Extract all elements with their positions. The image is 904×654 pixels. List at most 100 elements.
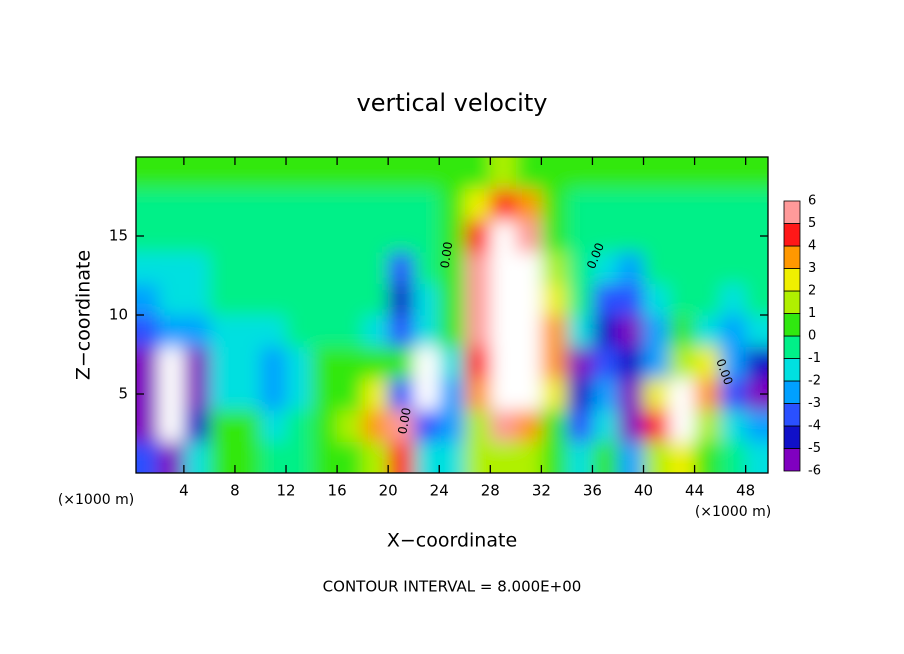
field-cell [388,346,415,379]
field-cell [260,220,287,253]
field-cell [209,157,236,190]
field-cell [490,251,517,284]
field-cell [439,346,466,379]
field-cell [362,188,389,221]
colorbar-label: 5 [808,216,816,231]
field-cell [566,251,593,284]
field-cell [669,188,696,221]
field-cell [515,315,542,348]
x-tick-label: 16 [328,482,347,500]
field-cell [311,315,338,348]
colorbar-label: -2 [808,374,821,389]
field-cell [541,378,568,411]
field-cell [439,251,466,284]
field-cell [388,157,415,190]
field-cell [136,283,159,316]
field-cell [413,157,440,190]
field-cell [592,220,619,253]
field-cell [745,251,768,284]
field-cell [464,220,491,253]
field-cell [234,220,261,253]
field-cell [592,157,619,190]
field-cell [183,409,210,442]
field-cell [669,251,696,284]
field-cell [286,251,313,284]
field-cell [669,378,696,411]
field-cell [136,378,159,411]
field-cell [260,157,287,190]
field-cell [158,188,185,221]
field-cell [464,188,491,221]
colorbar-box [783,403,801,427]
field-cell [720,188,747,221]
field-cell [209,441,236,473]
field-cell [234,409,261,442]
field-cell [260,315,287,348]
field-cell [566,409,593,442]
field-cell [669,441,696,473]
field-cell [311,409,338,442]
field-cell [643,188,670,221]
field-cell [515,346,542,379]
field-cell [337,441,364,473]
y-axis-label: Z−coordinate [73,250,95,380]
field-cell [617,283,645,316]
field-cell [183,283,210,316]
field-cell [694,220,721,253]
colorbar-label: 0 [808,329,816,344]
field-cell [286,157,313,190]
field-cell [439,220,466,253]
field-cell [362,315,389,348]
field-cell [490,283,517,316]
field-cell [541,441,568,473]
colorbar-box [783,290,801,314]
field-cell [464,157,491,190]
field-cell [745,315,768,348]
field-cell [490,378,517,411]
colorbar-box [783,448,801,472]
field-cell [515,157,542,190]
field-cell [643,441,670,473]
x-tick-label: 32 [532,482,551,500]
field-cell [209,188,236,221]
field-cell [669,409,696,442]
field-cell [694,283,721,316]
field-cell [694,157,721,190]
field-cell [388,251,415,284]
y-tick-label: 5 [118,385,128,403]
field-cell [362,378,389,411]
field-cell [286,346,313,379]
field-cell [362,441,389,473]
field-cell [234,157,261,190]
field-cell [158,441,185,473]
field-cell [643,346,670,379]
field-cell [566,220,593,253]
colorbar-box [783,223,801,247]
field-cell [413,188,440,221]
field-cell [541,346,568,379]
field-cell [158,346,185,379]
colorbar-label: 4 [808,239,816,254]
field-cell [311,157,338,190]
field-cell [136,251,159,284]
field-cell [234,251,261,284]
field-cell [209,346,236,379]
x-tick-label: 44 [685,482,704,500]
x-tick-label: 20 [379,482,398,500]
field-cell [592,409,619,442]
field-cell [490,315,517,348]
field-cell [362,157,389,190]
field-cell [617,315,645,348]
colorbar-box [783,380,801,404]
field-cell [158,378,185,411]
field-cell [209,409,236,442]
field-cell [720,220,747,253]
field-cell [745,283,768,316]
field-cell [720,157,747,190]
field-cell [643,315,670,348]
field-cell [183,188,210,221]
field-cell [464,283,491,316]
field-cell [617,157,645,190]
field-cell [490,220,517,253]
field-cell [745,441,768,473]
